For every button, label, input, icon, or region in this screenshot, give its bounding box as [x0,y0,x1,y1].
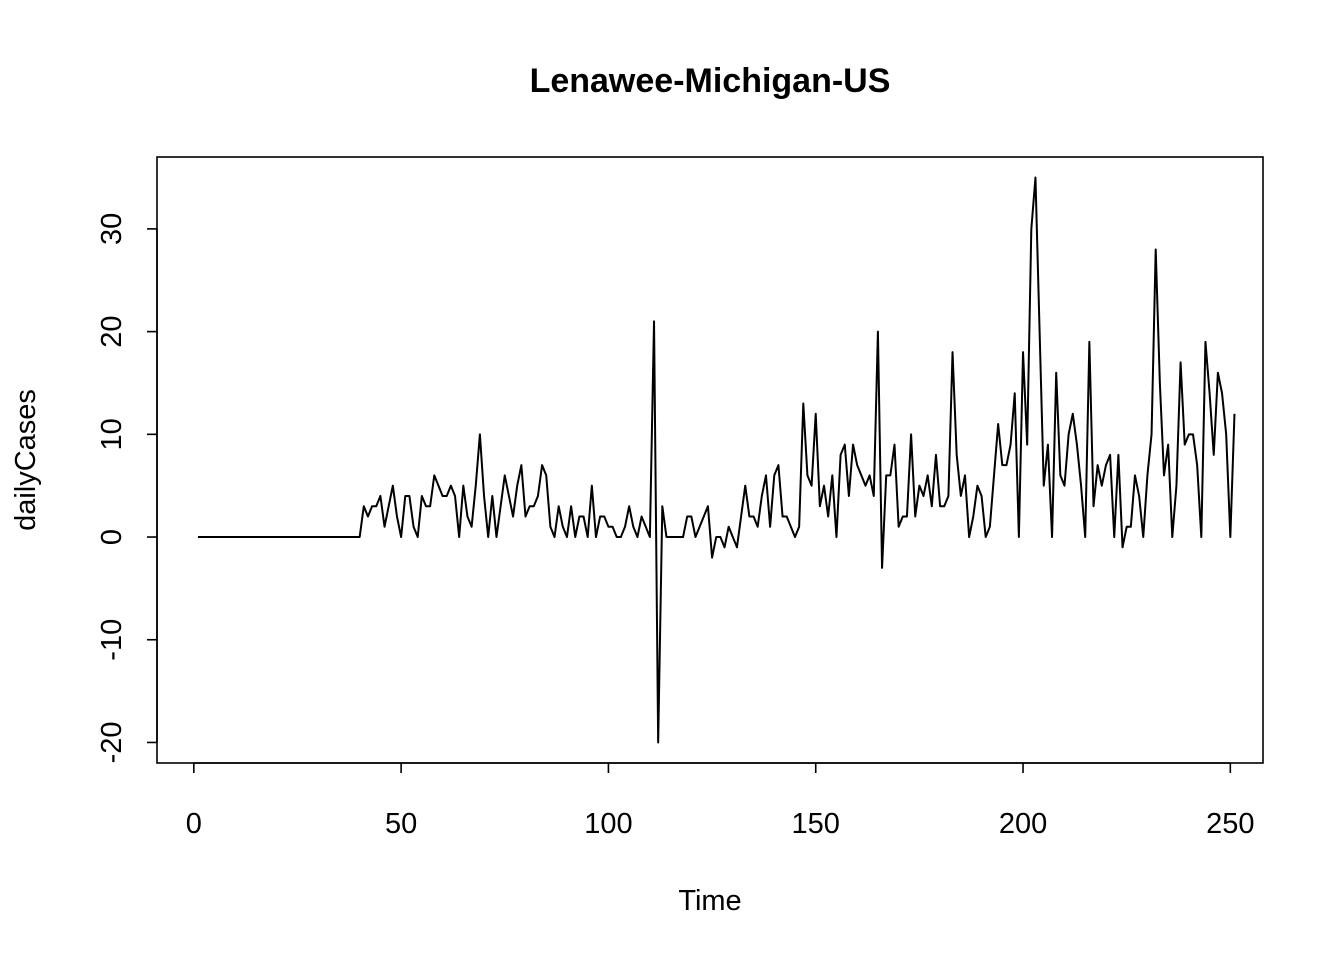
x-axis: 0 50 100 150 200 250 [186,762,1255,840]
x-tick-label: 100 [584,808,632,840]
x-axis-label: Time [678,885,741,917]
y-tick-label: 0 [96,529,128,545]
x-tick-label: 50 [385,808,417,840]
x-tick-label: 250 [1206,808,1254,840]
y-tick-label: 30 [96,213,128,245]
y-tick-label: -20 [96,721,128,763]
y-tick-label: -10 [96,619,128,661]
plot-frame [156,156,1264,764]
chart-title: Lenawee-Michigan-US [530,62,891,100]
y-tick-label: 10 [96,418,128,450]
series-group [197,176,1236,744]
x-tick-label: 200 [999,808,1047,840]
y-axis: -20 -10 0 10 20 30 [96,213,158,763]
y-tick-label: 20 [96,315,128,347]
x-tick-label: 0 [186,808,202,840]
x-tick-label: 150 [792,808,840,840]
y-axis-label: dailyCases [10,389,42,531]
series-line [197,176,1236,744]
